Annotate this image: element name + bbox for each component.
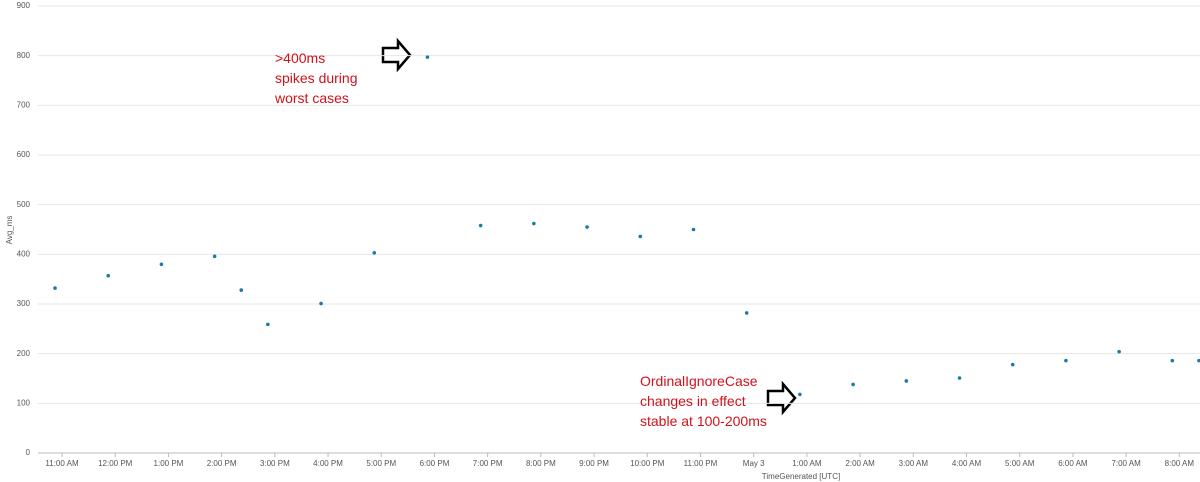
point — [266, 322, 270, 327]
x-tick-label: 11:00 AM — [45, 459, 79, 468]
x-tick-label: 7:00 PM — [473, 459, 503, 468]
arrow — [766, 380, 797, 416]
y-tick-label: 200 — [17, 349, 31, 358]
point — [372, 251, 377, 255]
point — [53, 286, 57, 290]
annotation: changes in effect — [640, 393, 746, 409]
y-tick-label: 400 — [17, 249, 31, 258]
y-tick-label: 500 — [17, 200, 31, 209]
arrow — [381, 37, 412, 73]
x-tick-label: 4:00 PM — [313, 459, 343, 468]
x-tick-label: 5:00 AM — [1005, 459, 1035, 468]
point — [106, 273, 111, 278]
annotation: worst cases — [274, 90, 349, 106]
x-tick-label: 10:00 PM — [630, 459, 665, 468]
y-tick-label: 300 — [17, 299, 31, 308]
point — [212, 254, 217, 259]
point — [425, 55, 430, 59]
point — [744, 311, 749, 315]
point — [1117, 349, 1121, 354]
point — [159, 262, 164, 267]
x-tick-label: 3:00 PM — [260, 459, 290, 468]
y-tick-label: 700 — [17, 100, 31, 109]
point — [319, 301, 323, 306]
x-tick-label: 12:00 PM — [98, 459, 133, 468]
x-tick-label: 4:00 AM — [952, 459, 982, 468]
annotation: spikes during — [275, 70, 358, 86]
x-tick-label: 1:00 PM — [154, 459, 184, 468]
x-tick-label: 8:00 PM — [526, 459, 556, 468]
point — [478, 223, 483, 228]
point — [638, 234, 643, 239]
annotation: >400ms — [275, 50, 325, 66]
x-tick-label: 3:00 AM — [899, 459, 929, 468]
x-tick-label: 6:00 AM — [1058, 459, 1088, 468]
x-tick-label: 5:00 PM — [366, 459, 396, 468]
x-tick-label: 2:00 PM — [207, 459, 237, 468]
point — [585, 225, 589, 229]
y-tick-label: 800 — [17, 51, 31, 60]
point — [1064, 358, 1068, 363]
x-tick-label: 1:00 AM — [792, 459, 822, 468]
point — [1197, 358, 1200, 363]
point — [957, 376, 962, 380]
point — [532, 221, 536, 226]
x-tick-label: 8:00 AM — [1165, 459, 1195, 468]
x-tick-label: 6:00 PM — [420, 459, 450, 468]
point — [239, 288, 244, 292]
annotation: stable at 100-200ms — [640, 413, 767, 429]
point — [1010, 362, 1015, 367]
point — [904, 379, 909, 383]
point — [1170, 358, 1175, 363]
y-axis-title: Avg_ms — [5, 216, 14, 245]
x-axis-title: TimeGenerated [UTC] — [762, 472, 840, 481]
point — [798, 392, 802, 397]
y-tick-label: 100 — [17, 398, 31, 407]
y-tick-label: 600 — [17, 150, 31, 159]
y-tick-label: 900 — [17, 1, 31, 10]
annotation: OrdinalIgnoreCase — [640, 373, 758, 389]
x-tick-label: 11:00 PM — [684, 459, 718, 468]
point — [691, 227, 696, 232]
y-tick-label: 0 — [26, 448, 31, 457]
x-tick-label: 9:00 PM — [579, 459, 609, 468]
x-tick-label: 2:00 AM — [845, 459, 875, 468]
x-tick-label: 7:00 AM — [1111, 459, 1141, 468]
point — [851, 382, 855, 387]
x-tick-label: May 3 — [743, 459, 765, 468]
